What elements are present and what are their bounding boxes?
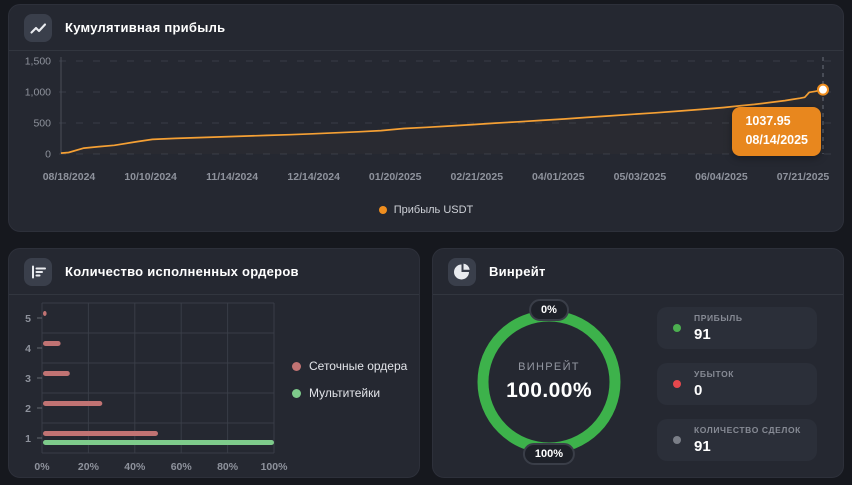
stat-card-loss: УБЫТОК 0 xyxy=(657,363,817,405)
winrate-label: ВИНРЕЙТ xyxy=(518,361,580,373)
profit-area-chart[interactable]: 0 500 1,000 1,500 08/18/2024 10/10/2024 11/14/… xyxy=(9,53,845,195)
legend-dot-orange xyxy=(378,206,387,214)
legend-dot-green xyxy=(292,388,301,398)
winrate-value: 100.00% xyxy=(506,379,592,402)
winrate-panel: Винрейт 0% 100% ВИНРЕЙТ 100.00% ПРИБЫЛЬ … xyxy=(432,248,844,478)
stat-label-profit: ПРИБЫЛЬ xyxy=(694,313,743,323)
profit-panel-header: Кумулятивная прибыль xyxy=(9,5,843,51)
profit-legend[interactable]: Прибыль USDT xyxy=(9,204,843,216)
profit-panel-title: Кумулятивная прибыль xyxy=(65,20,226,35)
svg-text:2: 2 xyxy=(25,403,31,415)
bars-icon xyxy=(24,257,52,286)
line-chart-icon xyxy=(24,13,52,42)
svg-text:1,500: 1,500 xyxy=(25,56,51,68)
svg-text:01/20/2025: 01/20/2025 xyxy=(369,171,422,183)
stat-card-profit: ПРИБЫЛЬ 91 xyxy=(657,307,817,349)
profit-legend-label: Прибыль USDT xyxy=(393,204,474,216)
svg-text:4: 4 xyxy=(25,343,31,355)
stat-label-loss: УБЫТОК xyxy=(694,369,735,379)
profit-status-dot xyxy=(673,324,681,332)
svg-text:60%: 60% xyxy=(171,461,193,473)
svg-text:07/21/2025: 07/21/2025 xyxy=(777,171,830,183)
svg-text:5: 5 xyxy=(25,313,31,325)
donut-center: ВИНРЕЙТ 100.00% xyxy=(476,309,622,455)
svg-text:40%: 40% xyxy=(124,461,146,473)
winrate-donut: 0% 100% ВИНРЕЙТ 100.00% xyxy=(476,299,622,465)
loss-status-dot xyxy=(673,380,681,388)
winrate-panel-title: Винрейт xyxy=(489,264,546,279)
svg-text:20%: 20% xyxy=(78,461,100,473)
trades-status-dot xyxy=(673,436,681,444)
tooltip-value: 1037.95 xyxy=(745,114,791,128)
stat-value-trades: 91 xyxy=(694,438,711,455)
pie-chart-icon xyxy=(448,257,476,286)
legend-item-grid-orders[interactable]: Сеточные ордера xyxy=(292,359,407,373)
svg-text:06/04/2025: 06/04/2025 xyxy=(695,171,748,183)
svg-text:08/18/2024: 08/18/2024 xyxy=(43,171,96,183)
svg-text:1: 1 xyxy=(25,433,31,445)
stat-value-loss: 0 xyxy=(694,382,703,399)
orders-legend: Сеточные ордера Мультитейки xyxy=(292,359,407,413)
legend-dot-red xyxy=(292,361,301,371)
donut-badge-100: 100% xyxy=(522,443,576,465)
donut-badge-0: 0% xyxy=(529,299,569,321)
svg-text:0%: 0% xyxy=(34,461,50,473)
svg-text:0: 0 xyxy=(45,149,51,161)
legend-item-multitakes[interactable]: Мультитейки xyxy=(292,386,407,400)
svg-text:80%: 80% xyxy=(217,461,239,473)
stat-label-trades: КОЛИЧЕСТВО СДЕЛОК xyxy=(694,425,801,435)
orders-panel-title: Количество исполненных ордеров xyxy=(65,264,299,279)
svg-text:11/14/2024: 11/14/2024 xyxy=(206,171,258,183)
svg-text:05/03/2025: 05/03/2025 xyxy=(614,171,667,183)
orders-panel-header: Количество исполненных ордеров xyxy=(9,249,419,295)
svg-text:02/21/2025: 02/21/2025 xyxy=(451,171,504,183)
svg-text:12/14/2024: 12/14/2024 xyxy=(287,171,340,183)
svg-text:500: 500 xyxy=(33,118,51,130)
legend-label-grid-orders: Сеточные ордера xyxy=(309,359,408,373)
legend-label-multitakes: Мультитейки xyxy=(309,386,381,400)
winrate-stats: ПРИБЫЛЬ 91 УБЫТОК 0 КОЛИЧЕСТВО СДЕЛОК 91 xyxy=(657,307,817,461)
executed-orders-panel: Количество исполненных ордеров 0% 20% 40% 6… xyxy=(8,248,420,478)
stat-card-trades: КОЛИЧЕСТВО СДЕЛОК 91 xyxy=(657,419,817,461)
cumulative-profit-panel: Кумулятивная прибыль 0 500 1,000 1,500 08/18… xyxy=(8,4,844,232)
stat-value-profit: 91 xyxy=(694,326,711,343)
svg-text:3: 3 xyxy=(25,373,31,385)
orders-bar-chart[interactable]: 0% 20% 40% 60% 80% 100% 5 4 3 2 1 xyxy=(9,301,299,481)
svg-text:04/01/2025: 04/01/2025 xyxy=(532,171,585,183)
svg-text:10/10/2024: 10/10/2024 xyxy=(124,171,177,183)
svg-text:1,000: 1,000 xyxy=(25,87,51,99)
tooltip-date: 08/14/2025 xyxy=(745,133,808,148)
chart-tooltip: 1037.95 08/14/2025 xyxy=(732,107,821,156)
winrate-panel-header: Винрейт xyxy=(433,249,843,295)
svg-text:100%: 100% xyxy=(261,461,289,473)
